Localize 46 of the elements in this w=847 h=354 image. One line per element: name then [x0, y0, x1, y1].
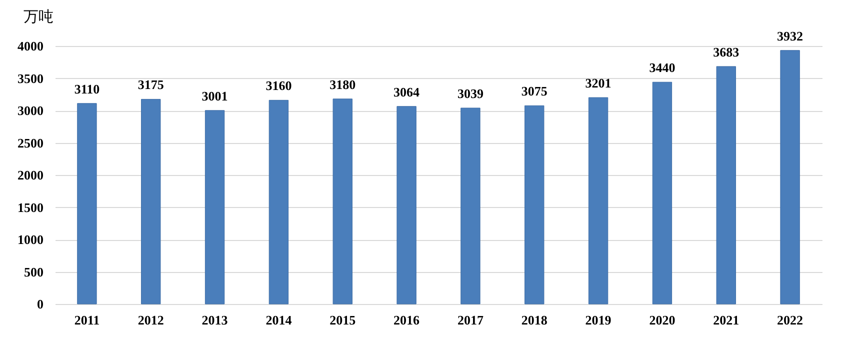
- data-label: 3064: [394, 84, 420, 100]
- bar: [524, 105, 544, 304]
- data-label: 3440: [649, 60, 676, 76]
- x-tick-label: 2017: [457, 312, 484, 328]
- x-tick-label: 2018: [521, 312, 548, 328]
- data-label: 3201: [585, 76, 612, 91]
- y-tick-label: 0: [37, 296, 44, 312]
- bar: [77, 103, 97, 304]
- bar: [652, 82, 672, 304]
- x-tick-label: 2020: [649, 312, 676, 328]
- bar: [268, 100, 289, 304]
- bar: [588, 97, 608, 304]
- x-tick-label: 2015: [330, 312, 356, 328]
- bar: [396, 106, 416, 304]
- y-tick-label: 1500: [18, 200, 44, 215]
- y-axis-title: 万吨: [24, 8, 54, 26]
- x-tick-label: 2013: [202, 312, 228, 328]
- bar: [716, 66, 736, 304]
- y-tick-label: 2000: [18, 168, 44, 182]
- data-label: 3039: [457, 86, 484, 101]
- y-tick-label: 3500: [18, 70, 44, 86]
- y-tick-label: 1000: [18, 232, 44, 247]
- data-label: 3175: [138, 77, 164, 92]
- y-tick-label: 2500: [18, 135, 44, 150]
- data-label: 3001: [202, 88, 228, 104]
- data-label: 3160: [266, 78, 292, 94]
- x-tick-label: 2014: [266, 312, 292, 328]
- bar: [141, 98, 161, 304]
- y-tick-label: 4000: [18, 38, 44, 54]
- data-label: 3180: [330, 76, 356, 92]
- data-label: 3683: [713, 44, 740, 60]
- x-tick-label: 2019: [585, 312, 612, 328]
- bar: [204, 110, 225, 304]
- x-tick-label: 2012: [138, 312, 164, 328]
- y-tick-label: 500: [24, 264, 44, 280]
- data-label: 3075: [521, 84, 548, 99]
- x-tick-label: 2011: [74, 312, 100, 328]
- bar: [332, 98, 352, 304]
- x-tick-label: 2016: [394, 312, 420, 328]
- y-tick-label: 3000: [18, 103, 44, 118]
- data-label: 3110: [74, 81, 100, 96]
- x-tick-label: 2021: [713, 312, 740, 328]
- x-tick-label: 2022: [777, 312, 804, 328]
- bar: [780, 50, 800, 304]
- data-label: 3932: [777, 28, 804, 44]
- bar: [460, 108, 480, 304]
